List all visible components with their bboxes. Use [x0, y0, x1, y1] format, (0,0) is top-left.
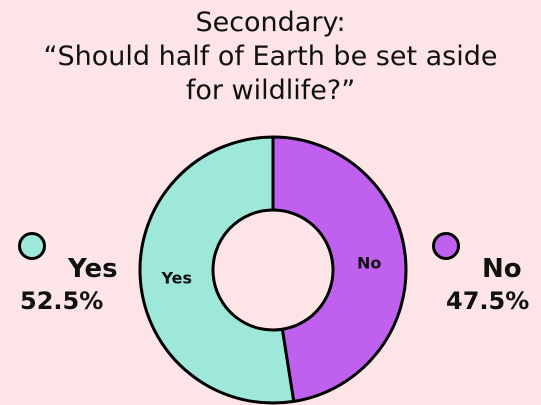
slice-label-yes: Yes [161, 269, 193, 288]
legend-label-yes: Yes [68, 254, 118, 284]
chart-title-line-3: for wildlife?” [185, 75, 356, 106]
chart-title: Secondary: “Should half of Earth be set … [0, 6, 541, 108]
legend-value-no: 47.5% [446, 287, 530, 315]
legend-swatch-yes [18, 232, 46, 260]
legend-label-no: No [482, 254, 522, 284]
slice-label-no: No [357, 253, 381, 272]
legend-value-yes: 52.5% [20, 287, 104, 315]
legend-swatch-no [432, 232, 460, 260]
chart-title-line-1: Secondary: [195, 7, 346, 38]
donut-slice-yes [138, 135, 296, 405]
chart-title-line-2: “Should half of Earth be set aside [43, 41, 498, 72]
donut-slice-no [271, 135, 408, 403]
